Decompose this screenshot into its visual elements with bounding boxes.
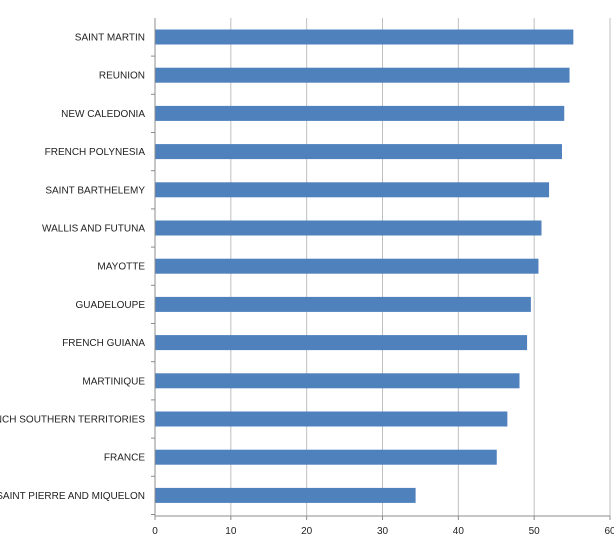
x-tick-label: 30	[377, 526, 389, 537]
bar-french-southern-territories	[155, 411, 508, 427]
bar-french-polynesia	[155, 144, 562, 160]
bar-france	[155, 449, 497, 465]
bar-saint-martin	[155, 29, 574, 45]
category-label: WALLIS AND FUTUNA	[42, 224, 145, 235]
x-tick-label: 60	[604, 526, 614, 537]
category-label: FRANCE	[104, 453, 145, 464]
bar-wallis-and-futuna	[155, 220, 542, 236]
bar-reunion	[155, 67, 570, 83]
x-tick-label: 50	[529, 526, 541, 537]
category-label: FRENCH SOUTHERN TERRITORIES	[0, 415, 145, 426]
x-tick-labels: 0 10 20 30 40 50 60	[152, 526, 614, 537]
category-label: MARTINIQUE	[82, 376, 145, 387]
category-label: GUADELOUPE	[76, 300, 146, 311]
axes	[151, 18, 611, 520]
bar-guadeloupe	[155, 296, 531, 312]
category-label: FRENCH GUIANA	[62, 338, 145, 349]
bar-french-guiana	[155, 335, 528, 351]
bars	[155, 29, 574, 503]
bar-mayotte	[155, 258, 539, 274]
x-tick-label: 10	[225, 526, 237, 537]
category-label: SAINT PIERRE AND MIQUELON	[0, 491, 145, 502]
bar-new-caledonia	[155, 105, 565, 121]
category-label: MAYOTTE	[97, 262, 145, 273]
bar-martinique	[155, 373, 520, 389]
category-label: SAINT MARTIN	[75, 33, 145, 44]
bar-saint-pierre-and-miquelon	[155, 487, 416, 503]
bar-saint-barthelemy	[155, 182, 550, 198]
x-tick-label: 40	[453, 526, 465, 537]
x-tick-label: 0	[152, 526, 158, 537]
category-label: SAINT BARTHELEMY	[45, 185, 145, 196]
x-tick-label: 20	[301, 526, 313, 537]
category-labels: SAINT MARTIN REUNION NEW CALEDONIA FRENCH P…	[0, 33, 145, 502]
category-label: NEW CALEDONIA	[61, 109, 145, 120]
category-label: FRENCH POLYNESIA	[45, 147, 146, 158]
category-label: REUNION	[99, 71, 145, 82]
